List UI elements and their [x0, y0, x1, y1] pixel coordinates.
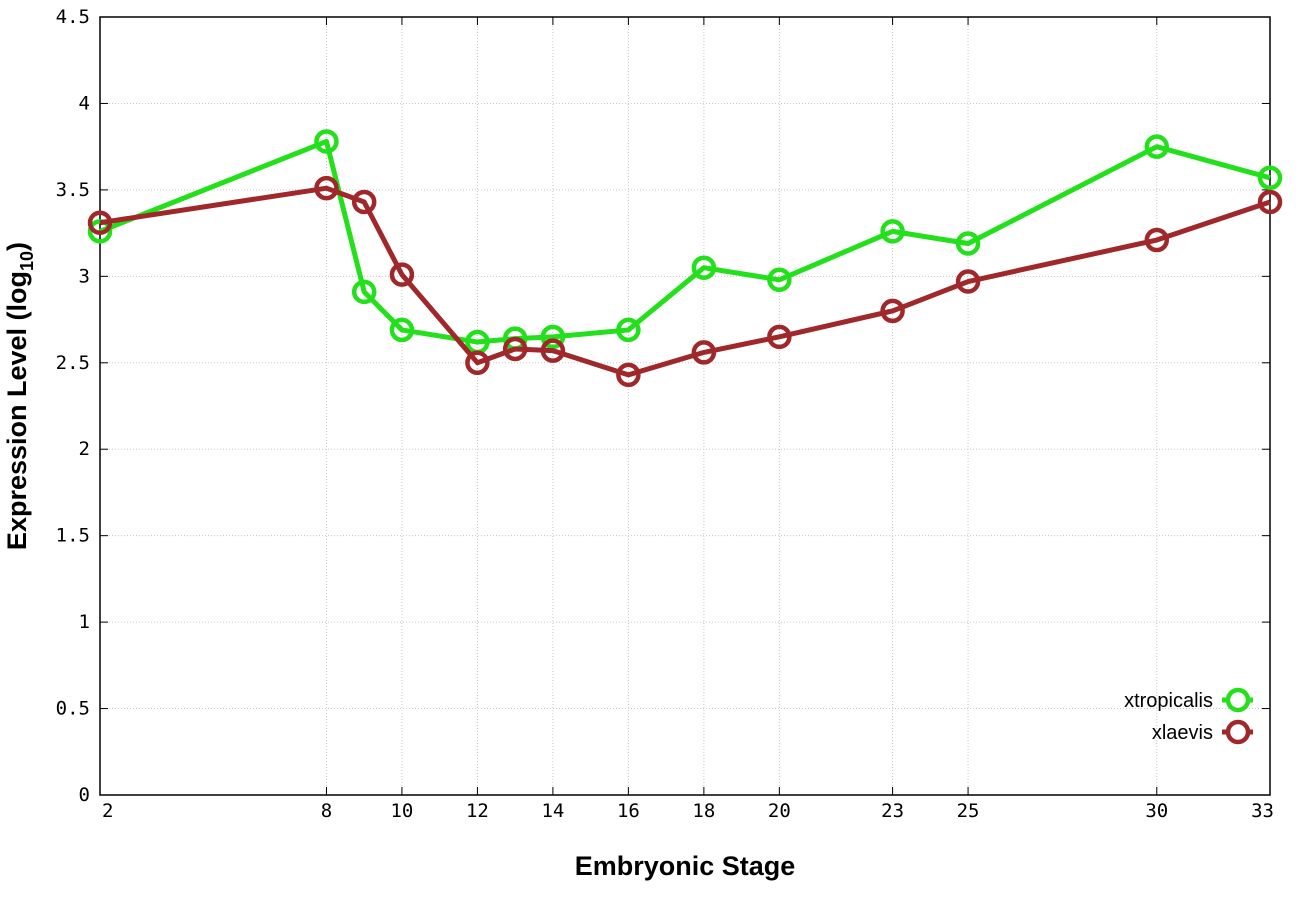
data-point-xtropicalis	[540, 324, 566, 350]
data-point-xlaevis	[880, 298, 905, 324]
x-tick-label: 8	[321, 800, 332, 822]
series-lines	[87, 129, 1283, 388]
x-tick-label: 2	[102, 800, 113, 822]
data-point-xlaevis	[502, 336, 528, 362]
y-tick-label: 1.5	[56, 525, 90, 547]
x-tick-label: 16	[617, 800, 640, 822]
plot-frame	[99, 16, 1271, 796]
y-tick-label: 1	[79, 611, 90, 633]
x-tick-label: 14	[541, 800, 564, 822]
data-point-xlaevis	[314, 175, 339, 201]
data-point-xlaevis	[351, 189, 377, 215]
data-point-xlaevis	[1144, 227, 1170, 253]
y-tick-label: 2	[79, 438, 90, 460]
axis-ticks: 0 0.5 1 1.5 2 2.5 3 3.5 4 4.5 2 8 10 12 14 16 18 20 23 25 30…	[56, 6, 1274, 822]
data-point-xlaevis	[465, 350, 490, 376]
data-point-xtropicalis	[389, 317, 415, 343]
x-tick-label: 25	[957, 800, 980, 822]
legend: xtropicalis xlaevis	[1124, 687, 1253, 745]
legend-item-xtropicalis: xtropicalis	[1124, 687, 1253, 713]
y-tick-label: 4.5	[56, 6, 90, 28]
data-point-xtropicalis	[955, 231, 981, 256]
data-point-xtropicalis	[880, 219, 905, 244]
legend-marker-swatch	[1225, 719, 1251, 745]
data-point-xtropicalis	[351, 279, 377, 305]
data-point-xlaevis	[389, 262, 415, 287]
legend-item-xlaevis: xlaevis	[1152, 719, 1253, 745]
grid-lines	[100, 17, 1270, 795]
series-line-xtropicalis	[99, 138, 1271, 345]
data-point-xtropicalis	[767, 267, 792, 293]
y-tick-label: 3	[79, 265, 90, 287]
y-tick-label: 4	[79, 92, 90, 114]
data-point-xlaevis	[955, 269, 981, 294]
y-tick-label: 3.5	[56, 179, 90, 201]
x-tick-label: 23	[881, 800, 904, 822]
x-tick-label: 20	[768, 800, 791, 822]
y-axis-title: Expression Level (log10)	[2, 242, 37, 550]
x-axis-title: Embryonic Stage	[575, 851, 796, 881]
y-axis-title-main: Expression Level (log	[2, 271, 32, 550]
series-xlaevis	[87, 175, 1283, 388]
data-point-xtropicalis	[691, 255, 717, 280]
data-point-xlaevis	[1257, 189, 1283, 215]
y-axis-title-subscript: 10	[17, 251, 37, 271]
data-point-xlaevis	[87, 210, 113, 235]
data-point-xtropicalis	[314, 129, 339, 154]
y-tick-label: 2.5	[56, 352, 90, 374]
data-point-xtropicalis	[1144, 134, 1170, 159]
series-line-xlaevis	[99, 185, 1271, 378]
x-tick-label: 33	[1251, 800, 1274, 822]
series-xtropicalis	[87, 129, 1283, 355]
y-tick-label: 0	[79, 784, 90, 806]
data-point-xtropicalis	[1257, 165, 1283, 191]
data-point-xtropicalis	[616, 317, 641, 343]
data-point-xlaevis	[616, 362, 641, 388]
y-axis-title-close: )	[2, 242, 32, 251]
legend-marker-swatch	[1225, 687, 1251, 713]
y-tick-label: 0.5	[56, 698, 90, 720]
x-tick-label: 10	[390, 800, 413, 822]
x-tick-label: 12	[466, 800, 489, 822]
x-tick-label: 30	[1145, 800, 1168, 822]
data-point-xlaevis	[691, 340, 717, 365]
data-point-xlaevis	[540, 338, 566, 363]
legend-label: xtropicalis	[1124, 690, 1213, 712]
x-tick-label: 18	[692, 800, 715, 822]
legend-label: xlaevis	[1152, 722, 1213, 744]
data-point-xlaevis	[767, 324, 792, 350]
